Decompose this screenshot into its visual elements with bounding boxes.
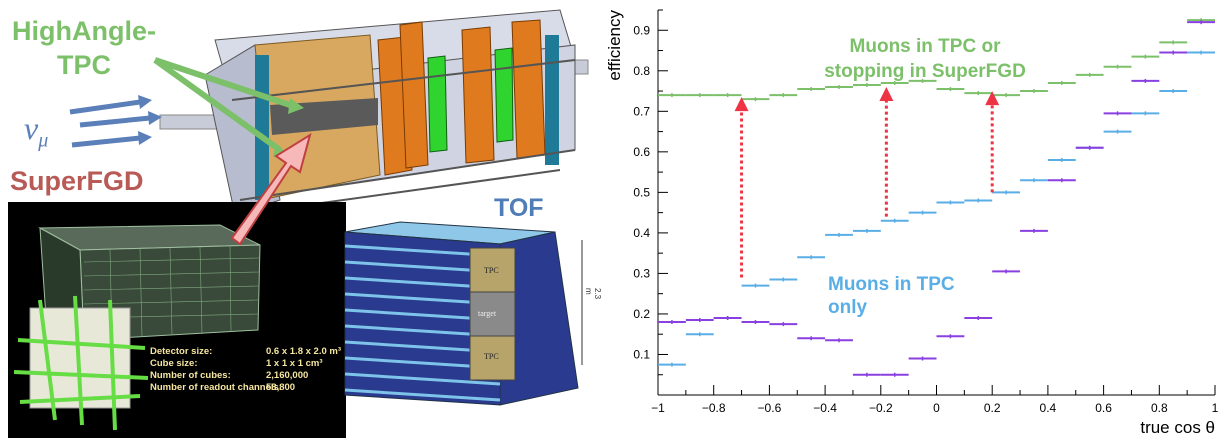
tof-detector [344, 221, 583, 406]
neutrino-symbol: ν [24, 110, 39, 146]
efficiency-chart-svg: 0.1 0.2 0.3 0.4 0.5 0.6 0.7 0.8 0.9 −1 −0.8 −0.6 −0.… [605, 9, 1219, 437]
nd280-upgrade-detector [159, 9, 589, 216]
neutrino-beam-arrows [69, 95, 162, 148]
tpc-pointer-arrows [153, 57, 304, 157]
detector-info-value: 58,800 [266, 382, 296, 393]
tpc-3 [511, 19, 546, 159]
improvement-arrow-head [985, 91, 1000, 106]
detector-info-row: Cube size: 1 x 1 x 1 cm³ [150, 358, 341, 370]
efficiency-chart: 0.1 0.2 0.3 0.4 0.5 0.6 0.7 0.8 0.9 −1 −0.8 −0.6 −0.… [600, 0, 1231, 438]
x-tick-label: −0.4 [813, 401, 837, 415]
detector-info-row: Number of cubes: 2,160,000 [150, 370, 341, 382]
y-tick-label: 0.1 [633, 347, 650, 361]
y-axis-label: efficiency [605, 10, 624, 81]
y-tick-label: 0.4 [633, 226, 650, 240]
y-tick-label: 0.8 [633, 64, 650, 78]
x-tick-label: 0.2 [984, 401, 1001, 415]
tof-tpc-bottom-box [469, 335, 516, 381]
series-label-tpc-only-line2: only [828, 297, 867, 318]
series-2 [658, 20, 1215, 377]
detector-illustration: HighAngle- TPC νμ SuperFGD TOF TPC targe… [0, 0, 602, 438]
x-tick-label: 0.6 [1095, 401, 1112, 415]
improvement-arrow-head [879, 87, 894, 102]
x-tick-label: 0.8 [1151, 401, 1168, 415]
tof-tpc-top-box [469, 247, 516, 293]
improvement-arrow-head [734, 97, 749, 112]
x-tick-label: −0.8 [702, 401, 726, 415]
series-label-tpc-or-stopping-line1: Muons in TPC or [850, 36, 1002, 57]
fgd-2 [494, 47, 514, 143]
tof-label: TOF [494, 194, 544, 222]
tof-panel-right [545, 35, 559, 165]
x-tick-label: −0.2 [869, 401, 893, 415]
y-tick-label: 0.3 [633, 266, 650, 280]
tof-tpc-bottom-label: TPC [484, 352, 499, 361]
y-tick-label: 0.9 [633, 23, 650, 37]
y-tick-label: 0.5 [633, 185, 650, 199]
high-angle-tpc-label-line2: TPC [56, 50, 111, 80]
detector-info-row: Detector size: 0.6 x 1.8 x 2.0 m³ [150, 346, 341, 358]
detector-info-row: Number of readout channels:58,800 [150, 382, 341, 394]
tpc-2 [461, 26, 495, 164]
fgd-1 [427, 55, 448, 153]
x-tick-label: 0 [933, 401, 940, 415]
tpc-1b [399, 21, 429, 169]
x-tick-label: 0.4 [1040, 401, 1057, 415]
neutrino-label: νμ [24, 110, 48, 152]
detector-info-key: Number of cubes: [150, 370, 231, 381]
detector-info: Detector size: 0.6 x 1.8 x 2.0 m³ Cube siz… [150, 346, 341, 394]
detector-info-key: Number of readout channels: [150, 382, 282, 393]
x-tick-label: −0.6 [758, 401, 782, 415]
neutrino-flavor: μ [38, 129, 49, 152]
tof-target-label: target [478, 309, 497, 318]
detector-info-value: 1 x 1 x 1 cm³ [266, 358, 323, 369]
high-angle-tpc-label: HighAngle- TPC [12, 14, 156, 82]
superfgd-pointer-arrow [230, 132, 312, 246]
x-tick-label: −1 [651, 401, 665, 415]
tof-tpc-top-label: TPC [484, 266, 499, 275]
series-label-tpc-only-line1: Muons in TPC [828, 274, 955, 295]
detector-info-key: Detector size: [150, 346, 213, 357]
detector-info-key: Cube size: [150, 358, 198, 369]
detector-info-value: 2,160,000 [266, 370, 309, 381]
x-tick-label: 1 [1212, 401, 1219, 415]
superfgd-label: SuperFGD [10, 166, 144, 196]
tof-panel-left [255, 55, 269, 200]
y-tick-label: 0.2 [633, 307, 650, 321]
series-label-tpc-or-stopping-line2: stopping in SuperFGD [824, 61, 1026, 82]
series-0 [658, 18, 1215, 102]
series-1 [658, 50, 1215, 367]
beam-pipe-left [159, 114, 221, 130]
high-angle-tpc-label-line1: HighAngle- [12, 16, 156, 46]
y-tick-label: 0.6 [633, 145, 650, 159]
x-axis-label: true cos θ [1140, 418, 1215, 437]
superfgd-panel [8, 202, 346, 438]
detector-info-value: 0.6 x 1.8 x 2.0 m³ [266, 346, 341, 357]
detector-drawing [8, 9, 589, 438]
y-tick-label: 0.7 [633, 104, 650, 118]
